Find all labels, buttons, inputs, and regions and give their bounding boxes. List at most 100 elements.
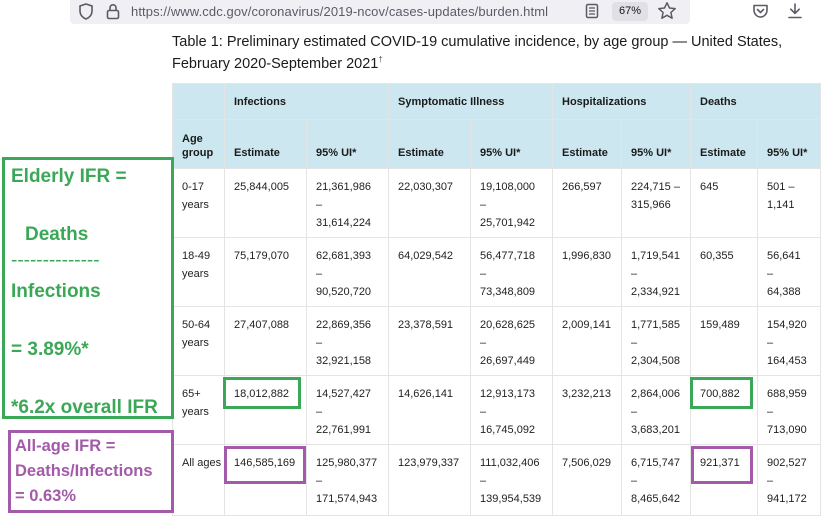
hospitalizations-ui-cell: 2,864,006 – 3,683,201 (621, 375, 691, 445)
star-icon[interactable] (657, 1, 677, 21)
infections-ui-cell: 62,681,393 – 90,520,720 (306, 237, 389, 307)
ui-line: 22,869,356 (316, 319, 372, 331)
ui-header: 95% UI* (306, 119, 389, 169)
browser-toolbar: https://www.cdc.gov/coronavirus/2019-nco… (0, 0, 822, 26)
ui-line: 315,966 (631, 199, 671, 211)
title-footnote-marker[interactable]: † (378, 55, 383, 64)
burden-table: Infections Symptomatic Illness Hospitali… (172, 83, 821, 516)
all-age-ifr-line: All-age IFR = (15, 437, 116, 455)
deaths-ui-cell: 501 – 1,141 (757, 168, 821, 238)
deaths-estimate-cell: 159,489 (690, 306, 758, 376)
deaths-ui-cell: 56,641 – 64,388 (757, 237, 821, 307)
ui-line: 62,681,393 (316, 250, 372, 262)
ui-line: 20,628,625 (480, 319, 536, 331)
infections-ui-cell: 22,869,356 – 32,921,158 (306, 306, 389, 376)
elderly-ifr-line: = 3.89%* (11, 339, 89, 360)
ui-line: 171,574,943 (316, 493, 378, 505)
zoom-level-badge[interactable]: 67% (612, 2, 648, 21)
infections-estimate-cell: 25,844,005 (224, 168, 307, 238)
ui-line: 2,304,508 (631, 355, 680, 367)
hospitalizations-ui-cell: 224,715 – 315,966 (621, 168, 691, 238)
hospitalizations-estimate-cell: 7,506,029 (552, 444, 622, 516)
ui-line: 139,954,539 (480, 493, 542, 505)
ui-line: 154,920 (767, 319, 807, 331)
ui-line: – (480, 268, 487, 280)
shield-icon[interactable] (79, 3, 93, 20)
elderly-ifr-divider: -------------- (11, 250, 100, 271)
url-text[interactable]: https://www.cdc.gov/coronavirus/2019-nco… (131, 4, 549, 19)
all-age-deaths-highlight (691, 446, 753, 484)
ui-header: 95% UI* (621, 119, 691, 169)
deaths-estimate-cell: 700,882 (690, 375, 758, 445)
ui-line: 164,453 (767, 355, 807, 367)
age-cell: 0-17 years (172, 168, 225, 238)
ui-line: – (631, 406, 638, 418)
elderly-ifr-line: Deaths (25, 224, 89, 245)
ui-line: 22,761,991 (316, 424, 372, 436)
hospitalizations-ui-cell: 1,719,541 – 2,334,921 (621, 237, 691, 307)
infections-ui-cell: 14,527,427 – 22,761,991 (306, 375, 389, 445)
hospitalizations-estimate-cell: 3,232,213 (552, 375, 622, 445)
elderly-infections-highlight (223, 377, 301, 409)
group-header-infections: Infections (224, 83, 389, 120)
group-header-hospitalizations: Hospitalizations (552, 83, 691, 120)
ui-line: 6,715,747 (631, 457, 680, 469)
ui-line: 224,715 – (631, 181, 680, 193)
hospitalizations-estimate-cell: 1,996,830 (552, 237, 622, 307)
age-cell: 65+ years (172, 375, 225, 445)
sub-header-row: Age group Estimate 95% UI* Estimate 95% … (172, 119, 821, 169)
ui-line: 941,172 (767, 493, 807, 505)
symptomatic-ui-cell: 111,032,406 – 139,954,539 (470, 444, 553, 516)
table-row: All ages 146,585,169 125,980,377 – 171,574… (172, 444, 821, 516)
ui-line: 111,032,406 (480, 457, 540, 469)
ui-line: – (316, 268, 323, 280)
deaths-ui-cell: 688,959 – 713,090 (757, 375, 821, 445)
age-cell: 50-64 years (172, 306, 225, 376)
table-title-text: Table 1: Preliminary estimated COVID-19 … (172, 34, 783, 72)
ui-line: 16,745,092 (480, 424, 536, 436)
ui-line: – (767, 337, 774, 349)
all-age-ifr-line: Deaths/Infections (15, 462, 153, 480)
all-age-ifr-annotation: All-age IFR = Deaths/Infections = 0.63% (8, 430, 174, 513)
symptomatic-estimate-cell: 22,030,307 (388, 168, 471, 238)
ui-header: 95% UI* (757, 119, 821, 169)
elderly-ifr-line: *6.2x overall IFR (11, 397, 158, 418)
ui-line: 501 – (767, 181, 795, 193)
ui-line: 1,141 (767, 199, 795, 211)
infections-ui-cell: 125,980,377 – 171,574,943 (306, 444, 389, 516)
symptomatic-ui-cell: 12,913,173 – 16,745,092 (470, 375, 553, 445)
ui-line: – (316, 199, 323, 211)
ui-line: – (631, 268, 638, 280)
elderly-deaths-highlight (690, 377, 753, 409)
deaths-estimate-cell: 60,355 (690, 237, 758, 307)
pocket-icon[interactable] (752, 3, 769, 19)
ui-line: 90,520,720 (316, 286, 372, 298)
ui-line: – (480, 337, 487, 349)
infections-ui-cell: 21,361,986 – 31,614,224 (306, 168, 389, 238)
ui-line: – (767, 406, 774, 418)
ui-line: – (316, 406, 323, 418)
ui-line: – (767, 268, 774, 280)
symptomatic-ui-cell: 19,108,000 – 25,701,942 (470, 168, 553, 238)
ui-line: 125,980,377 (316, 457, 378, 469)
table-row: 0-17 years 25,844,005 21,361,986 – 31,614,… (172, 168, 821, 238)
header-blank (172, 83, 225, 120)
hospitalizations-ui-cell: 6,715,747 – 8,465,642 (621, 444, 691, 516)
ui-line: 25,701,942 (480, 217, 536, 229)
lock-icon[interactable] (106, 3, 120, 20)
ui-line: 64,388 (767, 286, 801, 298)
ui-line: 14,527,427 (316, 388, 372, 400)
table-row: 50-64 years 27,407,088 22,869,356 – 32,921… (172, 306, 821, 376)
table-title: Table 1: Preliminary estimated COVID-19 … (172, 33, 820, 73)
symptomatic-estimate-cell: 64,029,542 (388, 237, 471, 307)
ui-line: 56,641 (767, 250, 801, 262)
ui-line: 3,683,201 (631, 424, 680, 436)
estimate-header: Estimate (552, 119, 622, 169)
ui-line: 12,913,173 (480, 388, 536, 400)
download-icon[interactable] (787, 2, 803, 20)
age-cell: 18-49 years (172, 237, 225, 307)
reader-view-icon[interactable] (585, 3, 599, 19)
ui-line: 32,921,158 (316, 355, 372, 367)
estimate-header: Estimate (388, 119, 471, 169)
ui-line: 73,348,809 (480, 286, 536, 298)
